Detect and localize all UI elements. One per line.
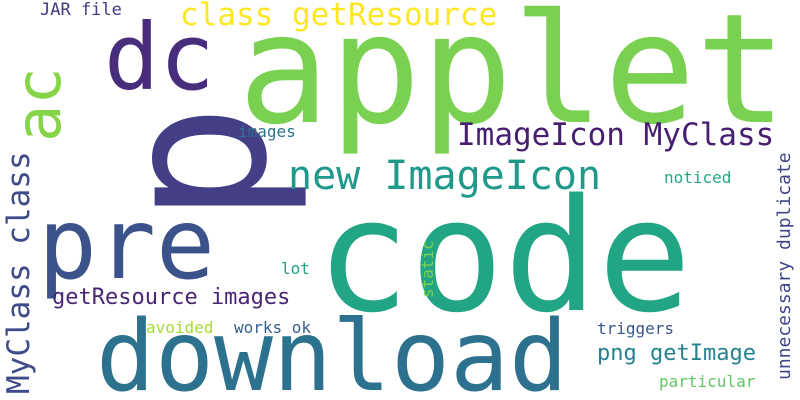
- word-getresource-images: getResource images: [52, 287, 290, 309]
- word-imageicon-myclass: ImageIcon MyClass: [457, 120, 774, 151]
- word-new-imageicon: new ImageIcon: [288, 156, 601, 196]
- word-pre: pre: [38, 196, 215, 294]
- word-static: static: [420, 240, 436, 298]
- word-images: images: [238, 124, 296, 140]
- word-particular: particular: [659, 374, 755, 390]
- word-avoided: avoided: [146, 320, 213, 336]
- word-lot: lot: [281, 261, 310, 277]
- word-class-getresource: class getResource: [180, 0, 497, 31]
- word-jar-file: JAR file: [40, 2, 122, 19]
- word-unnecessary-duplicate: unnecessary duplicate: [776, 152, 794, 380]
- word-png-getimage: png getImage: [597, 343, 756, 365]
- word-triggers: triggers: [597, 321, 674, 337]
- word-works-ok: works ok: [234, 320, 311, 336]
- word-ac: ac: [8, 67, 70, 142]
- word-noticed: noticed: [664, 170, 731, 186]
- word-myclass-class: MyClass class: [4, 151, 35, 394]
